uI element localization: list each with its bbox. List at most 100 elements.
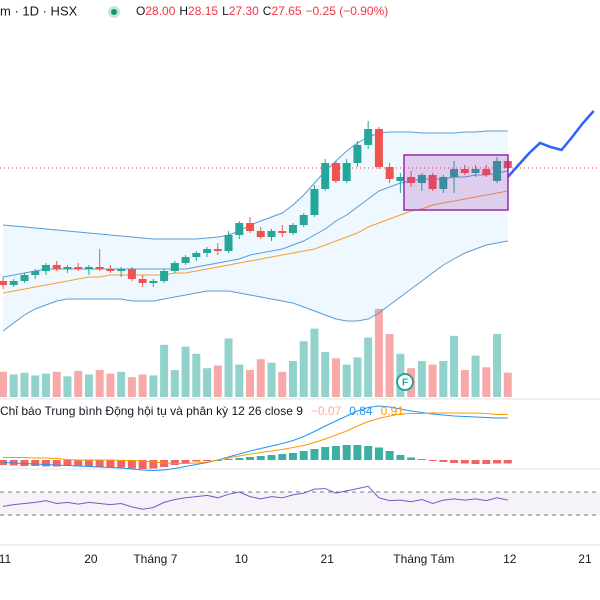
x-tick-label: 12 (503, 552, 517, 566)
volume-bar (256, 359, 265, 397)
volume-bar (224, 338, 233, 397)
macd-histogram-bar (127, 460, 136, 469)
volume-bar (31, 375, 40, 397)
macd-line (2, 405, 508, 472)
volume-bar (9, 374, 18, 397)
band-lower (2, 240, 508, 332)
x-tick-label: 11 (0, 552, 12, 566)
candle-body (321, 163, 330, 189)
candle-body (385, 167, 394, 179)
candle-body (417, 175, 426, 183)
candle-body (181, 257, 190, 263)
rsi-band (0, 492, 600, 515)
candle-body (364, 129, 373, 145)
volume-bar (450, 335, 459, 397)
volume-bar (364, 337, 373, 397)
macd-histogram-bar (310, 449, 319, 460)
macd-histogram-bar (267, 455, 276, 460)
ohlc-value: 28.00 (145, 4, 175, 18)
candle-body (41, 265, 50, 271)
event-icon[interactable] (396, 373, 414, 391)
candle-body (0, 281, 7, 285)
macd-histogram-bar (407, 457, 416, 460)
volume-bar (181, 346, 190, 397)
volume-bar (428, 364, 437, 397)
x-tick-label: 21 (578, 552, 592, 566)
candle-body (52, 265, 61, 269)
macd-histogram-bar (138, 460, 147, 469)
candle-body (493, 161, 502, 181)
macd-histogram-bar (74, 460, 83, 466)
volume-bar (246, 370, 255, 397)
volume-bar (127, 377, 136, 397)
macd-histogram-bar (364, 446, 373, 460)
candle-body (224, 235, 233, 251)
candle-body (31, 271, 40, 275)
candle-body (20, 275, 29, 281)
macd-histogram-bar (450, 460, 459, 463)
candle-body (353, 145, 362, 163)
main-layer: 11 20 Tháng 7 10 21 Tháng Tám 12 21 (0, 110, 595, 566)
ohlc-value: 28.15 (188, 4, 218, 18)
ohlc-value: 27.65 (271, 4, 301, 18)
macd-histogram-bar (192, 460, 201, 462)
change-value: −0.25 (−0.90%) (306, 4, 389, 18)
candle-body (106, 269, 115, 271)
macd-histogram-bar (331, 446, 340, 460)
macd-histogram-bar (117, 460, 126, 468)
volume-bar (192, 353, 201, 397)
macd-histogram-bar (41, 460, 50, 467)
volume-bar (374, 308, 383, 397)
macd-histogram-bar (353, 445, 362, 460)
macd-readout: 0.84 (349, 404, 373, 418)
ohlc-readout: O28.00 H28.15 L27.30 C27.65 −0.25 (−0.90%) (136, 4, 388, 18)
volume-bar (482, 367, 491, 397)
event-icon-letter[interactable]: F (402, 378, 408, 389)
candle-body (288, 225, 297, 233)
volume-bar (74, 370, 83, 397)
candle-body (310, 189, 319, 215)
macd-histogram-bar (342, 445, 351, 460)
candle-body (235, 223, 244, 235)
volume-bar (331, 358, 340, 397)
candle-body (256, 231, 265, 237)
volume-bar (353, 357, 362, 397)
candle-body (374, 129, 383, 167)
candle-body (74, 267, 83, 269)
candle-body (299, 215, 308, 225)
signal-line (3, 412, 508, 464)
candle-body (342, 163, 351, 181)
candle-body (439, 177, 448, 189)
volume-bar (106, 373, 115, 397)
volume-bar (342, 364, 351, 397)
volume-bar (417, 361, 426, 397)
macd-histogram-bar (106, 460, 115, 468)
macd-histogram-bar (374, 447, 383, 460)
volume-bar (138, 374, 147, 397)
macd-histogram-bar (235, 458, 244, 460)
volume-bar (439, 361, 448, 397)
volume-bar (278, 371, 287, 397)
volume-bar (63, 376, 72, 397)
volume-bar (84, 374, 93, 397)
volume-bar (213, 365, 222, 397)
ohlc-value: 27.30 (229, 4, 259, 18)
back-layer (0, 131, 600, 516)
volume-bar (471, 355, 480, 397)
volume-bar (95, 370, 104, 397)
candle-body (63, 267, 72, 269)
candle-body (407, 177, 416, 183)
status-dot (111, 9, 117, 15)
candle-body (95, 267, 104, 269)
volume-bar (288, 361, 297, 397)
volume-bar (321, 352, 330, 397)
macd-histogram-bar (278, 454, 287, 460)
x-tick-label: 21 (321, 552, 335, 566)
candle-body (278, 231, 287, 233)
x-tick-label: 10 (235, 552, 249, 566)
candle-body (396, 177, 405, 181)
macd-histogram-bar (31, 460, 40, 466)
ohlc-key: O (136, 4, 145, 18)
